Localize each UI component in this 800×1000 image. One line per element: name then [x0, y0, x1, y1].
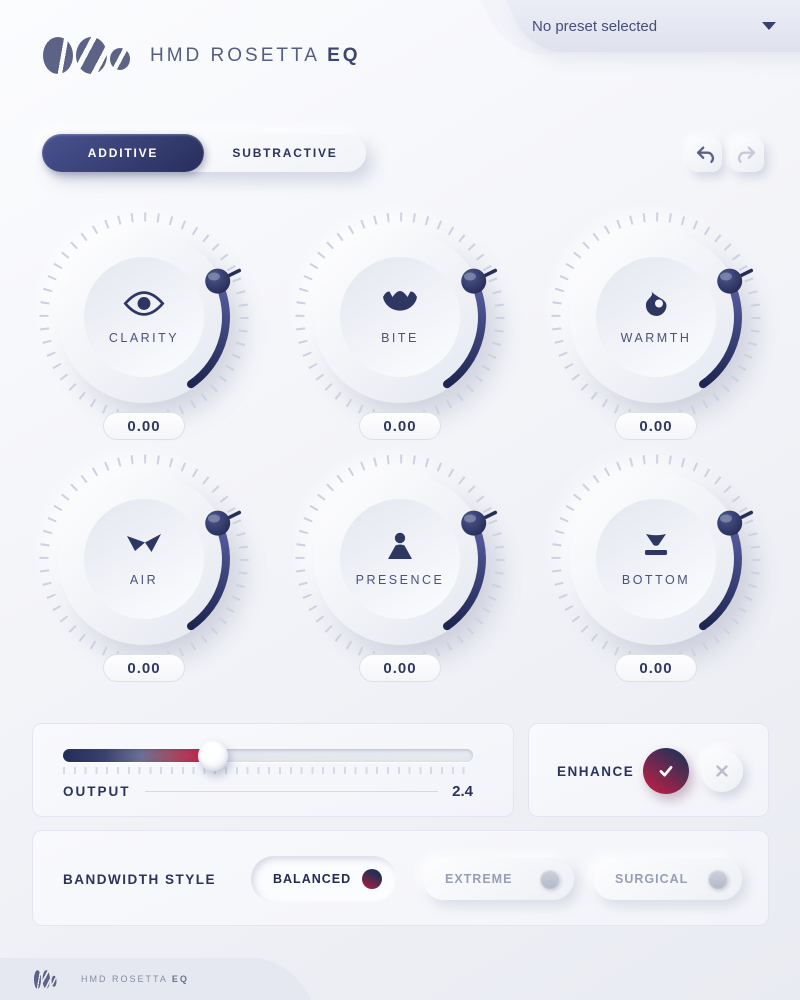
warmth-dial[interactable]	[546, 207, 766, 427]
tab-subtractive[interactable]: SUBTRACTIVE	[232, 146, 338, 160]
bandwidth-label: BANDWIDTH STYLE	[63, 871, 216, 887]
enhance-dismiss-button[interactable]	[701, 750, 743, 792]
enhance-card: ENHANCE	[528, 723, 769, 817]
footer-brand: HMD ROSETTA EQ	[0, 958, 300, 1000]
footer-logo-icon	[34, 969, 57, 989]
extreme-indicator-dot	[540, 869, 560, 889]
enhance-confirm-button[interactable]	[643, 748, 689, 794]
history-buttons	[688, 138, 764, 172]
air-value: 0.00	[103, 654, 185, 682]
bite-dial[interactable]	[290, 207, 510, 427]
brand-title: HMD ROSETTA EQ	[150, 44, 361, 66]
footer-title: HMD ROSETTA EQ	[81, 974, 189, 984]
tab-additive[interactable]: ADDITIVE	[42, 134, 204, 172]
knob-bottom: BOTTOM 0.00	[546, 449, 766, 689]
preset-label: No preset selected	[532, 17, 658, 35]
undo-arrow-icon	[696, 146, 715, 164]
output-label: OUTPUT	[63, 783, 131, 799]
balanced-indicator-dot	[362, 869, 382, 889]
bandwidth-option-surgical[interactable]: SURGICAL	[593, 858, 742, 900]
bandwidth-option-extreme[interactable]: EXTREME	[423, 858, 574, 900]
surgical-indicator-dot	[708, 869, 728, 889]
bandwidth-option-balanced[interactable]: BALANCED	[251, 856, 396, 902]
output-card: OUTPUT 2.4	[32, 723, 514, 817]
bottom-dial[interactable]	[546, 449, 766, 669]
knob-warmth: WARMTH 0.00	[546, 207, 766, 447]
mode-toggle: ADDITIVE SUBTRACTIVE	[42, 134, 366, 172]
enhance-label: ENHANCE	[557, 763, 635, 779]
output-slider[interactable]	[63, 741, 473, 781]
presence-value: 0.00	[359, 654, 441, 682]
knob-air: AIR 0.00	[34, 449, 254, 689]
check-icon	[659, 765, 673, 777]
air-dial[interactable]	[34, 449, 254, 669]
brand-header: HMD ROSETTA EQ	[43, 37, 361, 74]
knob-presence: PRESENCE 0.00	[290, 449, 510, 689]
clarity-dial[interactable]	[34, 207, 254, 427]
output-slider-ticks	[63, 767, 473, 774]
warmth-value: 0.00	[615, 412, 697, 440]
knob-bite: BITE 0.00	[290, 207, 510, 447]
brand-logo-icon	[43, 37, 130, 74]
knob-clarity: CLARITY 0.00	[34, 207, 254, 447]
clarity-value: 0.00	[103, 412, 185, 440]
redo-button[interactable]	[730, 138, 764, 172]
bottom-value: 0.00	[615, 654, 697, 682]
chevron-down-icon	[762, 22, 776, 30]
bandwidth-card: BANDWIDTH STYLE BALANCED EXTREME SURGICA…	[32, 830, 769, 926]
preset-selector[interactable]: No preset selected	[520, 0, 800, 52]
output-value: 2.4	[452, 782, 473, 800]
output-rule	[144, 790, 439, 792]
redo-arrow-icon	[737, 146, 756, 164]
presence-dial[interactable]	[290, 449, 510, 669]
close-icon	[716, 765, 728, 777]
undo-button[interactable]	[688, 138, 722, 172]
output-slider-track[interactable]	[63, 749, 473, 762]
bite-value: 0.00	[359, 412, 441, 440]
output-slider-thumb[interactable]	[197, 741, 228, 771]
